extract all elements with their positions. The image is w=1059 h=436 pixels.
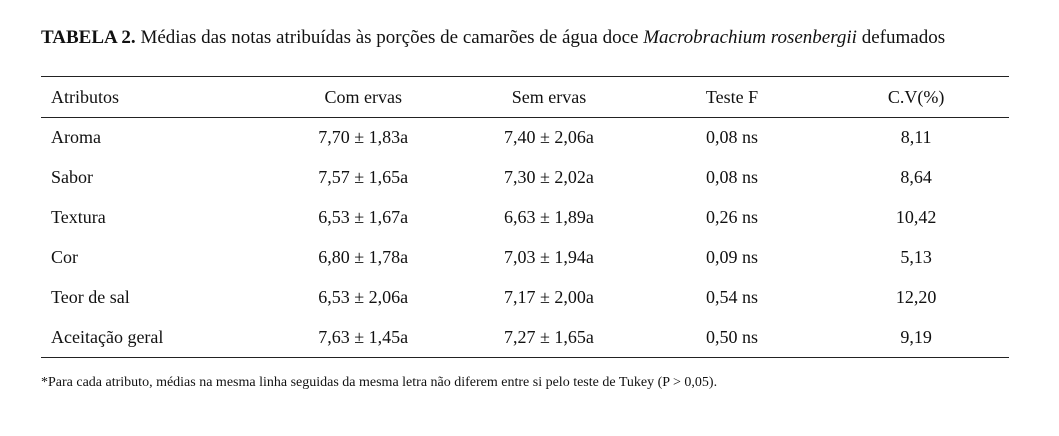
cell-attribute: Aceitação geral xyxy=(51,326,164,347)
cell-teste-f: 0,50 ns xyxy=(705,326,758,347)
cell-com-ervas: 7,63 ± 1,45a xyxy=(318,326,409,347)
cell-sem-ervas: 7,40 ± 2,06a xyxy=(504,127,594,148)
table-footnote: *Para cada atributo, médias na mesma lin… xyxy=(41,375,718,390)
cell-cv: 10,42 xyxy=(895,207,937,227)
cell-teste-f: 0,08 ns xyxy=(705,127,758,148)
cell-sem-ervas: 7,27 ± 1,65a xyxy=(504,326,594,347)
cell-attribute: Cor xyxy=(51,247,78,267)
header-teste-f: Teste F xyxy=(705,86,759,107)
species-name: Macrobrachium rosenbergii xyxy=(643,27,857,48)
cell-attribute: Sabor xyxy=(51,167,93,187)
results-table: Atributos Com ervas Sem ervas Teste F C.… xyxy=(41,76,1009,358)
cell-attribute: Aroma xyxy=(51,127,101,148)
cell-sem-ervas: 7,17 ± 2,00a xyxy=(504,287,594,307)
cell-teste-f: 0,26 ns xyxy=(705,207,758,227)
table-row: Teor de sal 6,53 ± 2,06a 7,17 ± 2,00a 0,… xyxy=(41,278,1009,318)
cell-com-ervas: 6,53 ± 1,67a xyxy=(318,207,409,227)
cell-sem-ervas: 7,30 ± 2,02a xyxy=(504,167,594,187)
cell-attribute: Teor de sal xyxy=(51,287,130,307)
cell-com-ervas: 6,53 ± 2,06a xyxy=(318,287,409,307)
caption-text: Médias das notas atribuídas às porções d… xyxy=(135,27,644,48)
cell-teste-f: 0,08 ns xyxy=(705,167,758,187)
cell-teste-f: 0,09 ns xyxy=(705,247,758,267)
cell-cv: 12,20 xyxy=(895,287,937,307)
cell-sem-ervas: 7,03 ± 1,94a xyxy=(504,247,594,267)
caption-text-end: defumados xyxy=(856,27,946,48)
table-row: Sabor 7,57 ± 1,65a 7,30 ± 2,02a 0,08 ns … xyxy=(41,158,1009,198)
table-row: Textura 6,53 ± 1,67a 6,63 ± 1,89a 0,26 n… xyxy=(41,198,1009,238)
table-header-row: Atributos Com ervas Sem ervas Teste F C.… xyxy=(41,76,1009,118)
cell-com-ervas: 7,57 ± 1,65a xyxy=(318,167,409,187)
table-caption: TABELA 2. Médias das notas atribuídas às… xyxy=(41,26,945,50)
header-atributos: Atributos xyxy=(51,86,120,107)
cell-com-ervas: 6,80 ± 1,78a xyxy=(318,247,409,267)
cell-cv: 8,11 xyxy=(900,127,932,148)
cell-cv: 9,19 xyxy=(900,326,932,347)
header-sem-ervas: Sem ervas xyxy=(511,86,587,107)
cell-teste-f: 0,54 ns xyxy=(705,287,758,307)
header-com-ervas: Com ervas xyxy=(324,86,402,107)
cell-attribute: Textura xyxy=(51,207,106,227)
table-row: Cor 6,80 ± 1,78a 7,03 ± 1,94a 0,09 ns 5,… xyxy=(41,238,1009,278)
cell-com-ervas: 7,70 ± 1,83a xyxy=(318,127,409,148)
header-cv: C.V(%) xyxy=(887,86,945,107)
cell-cv: 8,64 xyxy=(900,167,932,187)
cell-sem-ervas: 6,63 ± 1,89a xyxy=(504,207,594,227)
table-row: Aceitação geral 7,63 ± 1,45a 7,27 ± 1,65… xyxy=(41,318,1009,358)
table-label: TABELA 2. xyxy=(41,27,136,48)
table-row: Aroma 7,70 ± 1,83a 7,40 ± 2,06a 0,08 ns … xyxy=(41,118,1009,158)
cell-cv: 5,13 xyxy=(900,247,932,267)
